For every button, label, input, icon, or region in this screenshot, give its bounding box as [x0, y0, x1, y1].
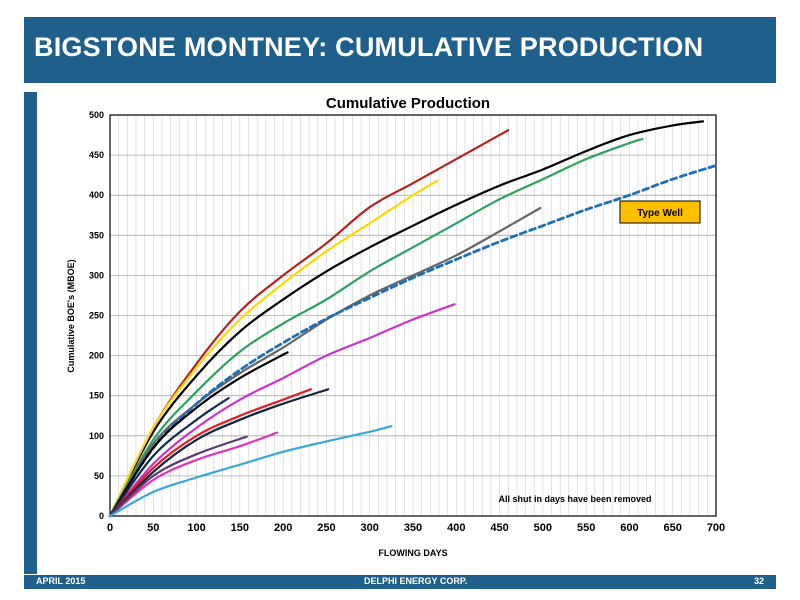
x-tick-label: 50	[147, 522, 159, 534]
well-series-line-14	[108, 425, 393, 518]
footer-company: DELPHI ENERGY CORP.	[364, 576, 468, 586]
well-series-line-4	[108, 138, 644, 518]
well-series-line-12	[108, 431, 279, 518]
chart-container: Cumulative Production 0 50 100 150 200 250 300…	[40, 88, 775, 573]
y-tick-label: 400	[89, 190, 104, 200]
well-series-line-11	[108, 388, 330, 518]
x-tick-label: 600	[620, 522, 638, 534]
x-tick-label: 550	[577, 522, 595, 534]
y-tick-label: 150	[89, 391, 104, 401]
x-tick-label: 150	[231, 522, 249, 534]
x-tick-label: 350	[404, 522, 422, 534]
x-axis-label: FLOWING DAYS	[378, 548, 447, 558]
y-tick-label: 50	[94, 471, 104, 481]
y-tick-label: 300	[89, 270, 104, 280]
y-tick-label: 450	[89, 150, 104, 160]
footer-bar: APRIL 2015 DELPHI ENERGY CORP. 32	[24, 575, 776, 589]
x-tick-labels: 0 50 100 150 200 250 300 350 400 450 500 550 600 650 7…	[107, 522, 725, 534]
well-series-line-3	[108, 179, 439, 518]
x-tick-label: 700	[707, 522, 725, 534]
plot-area-border	[109, 114, 717, 517]
type-well-legend-box	[619, 200, 701, 224]
cumulative-production-chart: Cumulative Production 0 50 100 150 200 250 300…	[66, 95, 725, 558]
y-tick-label: 250	[89, 311, 104, 321]
chart-title: Cumulative Production	[326, 95, 490, 112]
footer-date: APRIL 2015	[36, 576, 86, 586]
well-series-line-13	[108, 435, 248, 518]
footer-page-number: 32	[753, 576, 764, 586]
x-tick-label: 200	[274, 522, 292, 534]
left-accent-stripe	[24, 92, 37, 574]
title-bar: BIGSTONE MONTNEY: CUMULATIVE PRODUCTION	[24, 17, 776, 83]
x-tick-label: 500	[534, 522, 552, 534]
well-series-line-2	[108, 120, 705, 518]
y-tick-labels: 0 50 100 150 200 250 300 350 400 450 500	[89, 110, 104, 521]
type-well-legend-label: Type Well	[637, 208, 683, 219]
type-well-legend: Type Well	[619, 200, 701, 224]
y-tick-label: 350	[89, 230, 104, 240]
x-tick-label: 0	[107, 522, 113, 534]
x-tick-label: 650	[664, 522, 682, 534]
x-tick-label: 250	[317, 522, 335, 534]
well-series-line-8	[108, 303, 456, 518]
y-tick-label: 0	[99, 511, 104, 521]
well-series-line-10	[108, 388, 312, 518]
y-tick-label: 500	[89, 110, 104, 120]
y-tick-label: 200	[89, 351, 104, 361]
type-well-series-line	[108, 164, 718, 518]
x-tick-label: 400	[447, 522, 465, 534]
series-lines	[108, 120, 718, 518]
slide-title: BIGSTONE MONTNEY: CUMULATIVE PRODUCTION	[34, 32, 704, 62]
x-tick-label: 100	[187, 522, 205, 534]
shut-in-annotation: All shut in days have been removed	[498, 494, 651, 504]
well-series-line-5	[108, 206, 542, 518]
well-series-line-7	[108, 351, 289, 518]
x-tick-label: 450	[490, 522, 508, 534]
well-series-line-9	[108, 397, 230, 518]
grid-lines	[110, 115, 716, 516]
x-tick-label: 300	[361, 522, 379, 534]
y-axis-label: Cumulative BOE's (MBOE)	[66, 259, 76, 372]
y-tick-label: 100	[89, 431, 104, 441]
